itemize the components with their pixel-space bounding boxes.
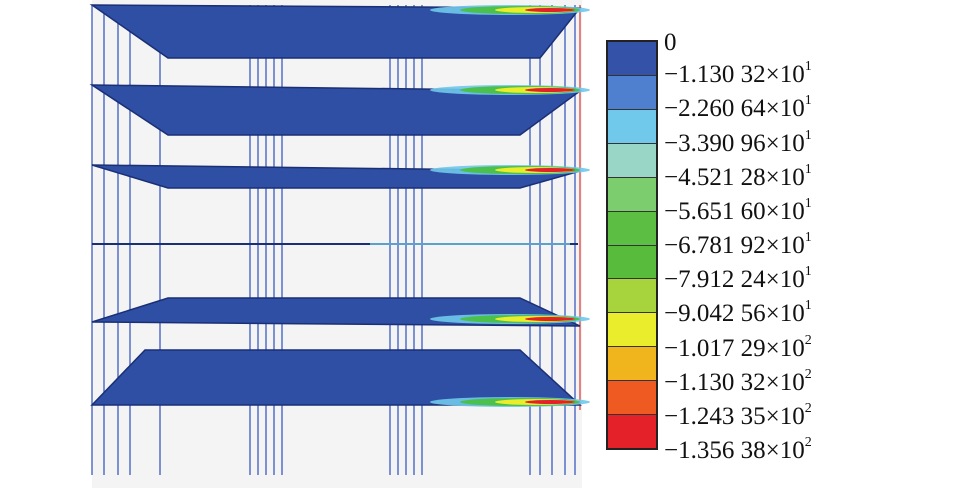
floor-slab <box>89 4 590 59</box>
hotspot-red <box>525 168 575 172</box>
hotspot-red <box>525 88 575 92</box>
legend-exponent: 1 <box>804 127 812 143</box>
hotspot-red <box>525 8 575 12</box>
legend-mantissa: −1.356 38×10 <box>664 437 805 464</box>
legend-swatch <box>608 143 656 178</box>
legend-mantissa: −5.651 60×10 <box>664 197 805 225</box>
legend-swatch <box>608 75 656 110</box>
slab-surface <box>90 349 582 406</box>
legend-exponent: 1 <box>804 59 812 75</box>
legend-mantissa: −3.390 96×10 <box>664 129 805 157</box>
legend-exponent: 1 <box>804 161 812 177</box>
legend-exponent: 1 <box>804 264 812 280</box>
legend-exponent: 1 <box>804 298 812 314</box>
hotspot-red <box>525 317 575 321</box>
floor-slab <box>90 349 590 407</box>
legend-swatch <box>608 177 656 212</box>
legend-swatch <box>608 313 656 348</box>
legend-swatch <box>608 415 656 449</box>
legend-mantissa: −9.042 56×10 <box>664 300 805 328</box>
legend-mantissa: −7.912 24×10 <box>664 266 805 294</box>
floor-slabs <box>89 4 590 407</box>
legend-swatch <box>608 42 656 76</box>
legend-exponent: 1 <box>804 195 812 211</box>
legend-level-label: −4.521 28×101 <box>664 161 812 191</box>
legend-mantissa: −6.781 92×10 <box>664 232 805 259</box>
legend-swatch <box>608 279 656 314</box>
slab-surface <box>89 4 582 59</box>
legend-zero-label: 0 <box>664 29 677 56</box>
legend-level-label: −2.260 64×101 <box>664 93 812 123</box>
legend-mantissa: −2.260 64×10 <box>664 95 805 123</box>
floor-slab <box>91 164 590 189</box>
legend-swatch <box>608 109 656 144</box>
legend-exponent: 2 <box>804 332 812 348</box>
legend-level-label: −7.912 24×101 <box>664 264 812 294</box>
legend-level-label: −3.390 96×101 <box>664 127 812 157</box>
legend-exponent: 2 <box>804 400 812 416</box>
legend-level-label: −1.356 38×102 <box>664 435 812 464</box>
legend-level-label: −1.130 32×101 <box>664 59 812 89</box>
legend-level-label: −1.130 32×102 <box>664 366 812 396</box>
legend-level-label: −1.017 29×102 <box>664 332 812 362</box>
legend-swatch <box>608 211 656 246</box>
legend-swatch <box>608 347 656 382</box>
legend-swatch <box>608 381 656 416</box>
legend-mantissa: −1.130 32×10 <box>664 61 805 89</box>
floor-slab <box>91 297 590 327</box>
legend-mantissa: −1.130 32×10 <box>664 368 805 396</box>
legend-level-label: −6.781 92×101 <box>664 230 812 259</box>
floor-slab <box>89 84 590 136</box>
legend-level-label: −1.243 35×102 <box>664 400 812 430</box>
legend-mantissa: −1.017 29×10 <box>664 334 805 362</box>
color-legend-bar <box>606 40 658 450</box>
legend-exponent: 2 <box>804 435 812 450</box>
legend-mantissa: −1.243 35×10 <box>664 402 805 430</box>
hotspot-red <box>525 400 575 404</box>
legend-exponent: 1 <box>804 93 812 109</box>
legend-level-label: −5.651 60×101 <box>664 195 812 225</box>
legend-mantissa: −4.521 28×10 <box>664 163 805 191</box>
legend-swatch <box>608 245 656 280</box>
legend-level-label: −9.042 56×101 <box>664 298 812 328</box>
legend-exponent: 2 <box>804 366 812 382</box>
legend-exponent: 1 <box>804 230 812 245</box>
slab-surface <box>89 84 583 136</box>
